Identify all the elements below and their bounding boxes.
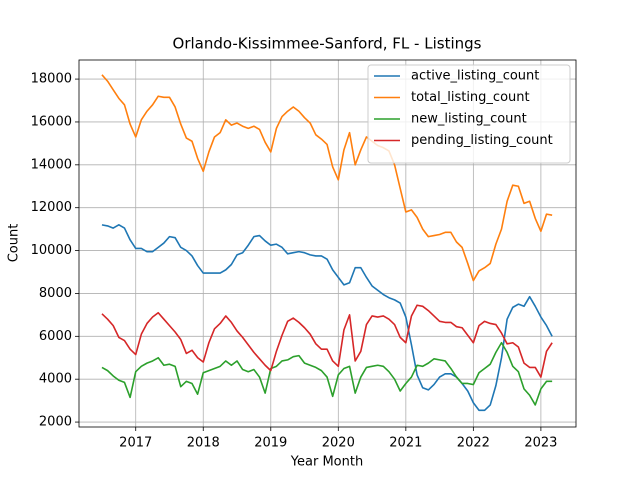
y-tick-label: 10000 xyxy=(31,243,72,258)
y-tick-label: 18000 xyxy=(31,72,72,87)
series-line xyxy=(101,304,553,378)
x-tick-label: 2020 xyxy=(322,436,355,451)
x-axis-label: Year Month xyxy=(290,455,363,470)
series-line xyxy=(101,341,553,406)
legend-label: new_listing_count xyxy=(411,112,527,127)
x-tick-label: 2021 xyxy=(389,436,422,451)
x-tick-label: 2019 xyxy=(254,436,287,451)
y-tick-label: 16000 xyxy=(31,114,72,129)
x-tick-label: 2017 xyxy=(119,436,152,451)
y-tick-label: 6000 xyxy=(39,329,72,344)
x-tick-label: 2018 xyxy=(187,436,220,451)
legend-box xyxy=(367,64,571,164)
y-tick-label: 12000 xyxy=(31,200,72,215)
x-tick-label: 2023 xyxy=(524,436,557,451)
y-tick-label: 2000 xyxy=(39,415,72,430)
axes-frame xyxy=(78,59,577,428)
series-line xyxy=(101,224,553,412)
series-line xyxy=(101,74,553,282)
y-tick-label: 14000 xyxy=(31,157,72,172)
legend-label: active_listing_count xyxy=(411,69,539,84)
y-tick-label: 8000 xyxy=(39,286,72,301)
legend-label: total_listing_count xyxy=(411,90,530,105)
legend-label: pending_listing_count xyxy=(411,133,553,148)
chart-title: Orlando-Kissimmee-Sanford, FL - Listings xyxy=(173,35,482,53)
x-tick-label: 2022 xyxy=(457,436,490,451)
y-axis-label: Count xyxy=(7,224,22,263)
y-tick-label: 4000 xyxy=(39,372,72,387)
